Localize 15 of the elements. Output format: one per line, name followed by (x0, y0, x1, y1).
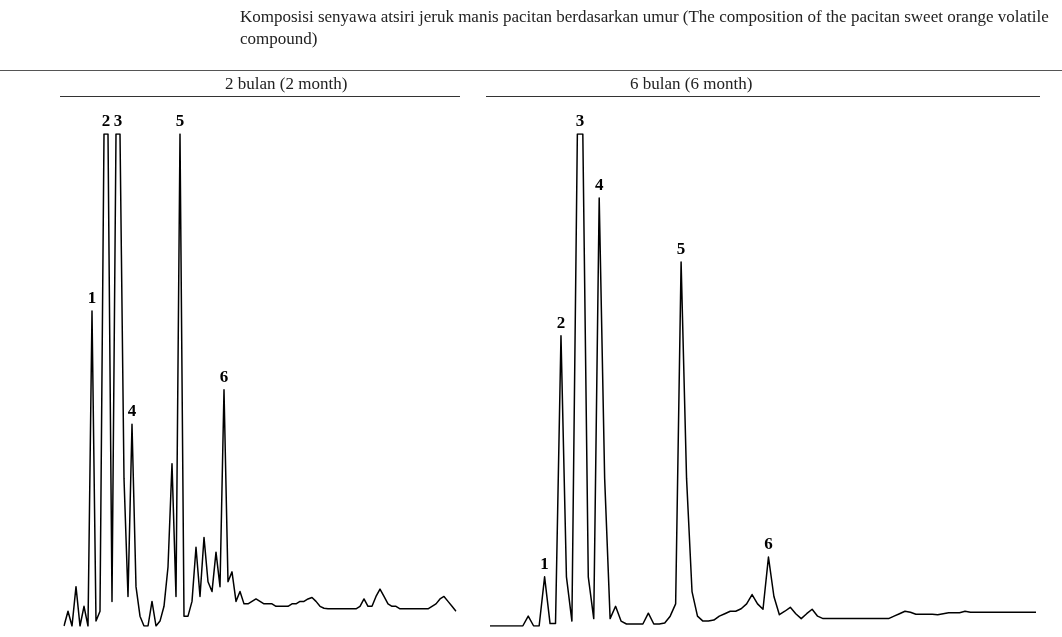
annotation: 4 (127, 401, 137, 421)
annotation: 5 (676, 238, 686, 258)
chart-title: 6 bulan (6 month) (630, 74, 753, 94)
annotation: 6 (219, 366, 229, 386)
annotation: 4 (594, 174, 604, 194)
annotation: 3 (113, 110, 123, 130)
text: Komposisi senyawa atsiri jeruk manis pacitan berdasarkan umur (The composition of the pacitan sweet orange volatile compound) (240, 6, 1050, 50)
annotation: 5 (175, 110, 185, 130)
annotation: 6 (764, 534, 773, 554)
annotation: 2 (101, 110, 111, 130)
annotation: 2 (556, 312, 566, 332)
annotation: 1 (87, 288, 97, 308)
chart-title: 2 bulan (2 month) (225, 74, 348, 94)
annotation: 3 (575, 110, 585, 130)
annotation: 1 (540, 553, 549, 573)
